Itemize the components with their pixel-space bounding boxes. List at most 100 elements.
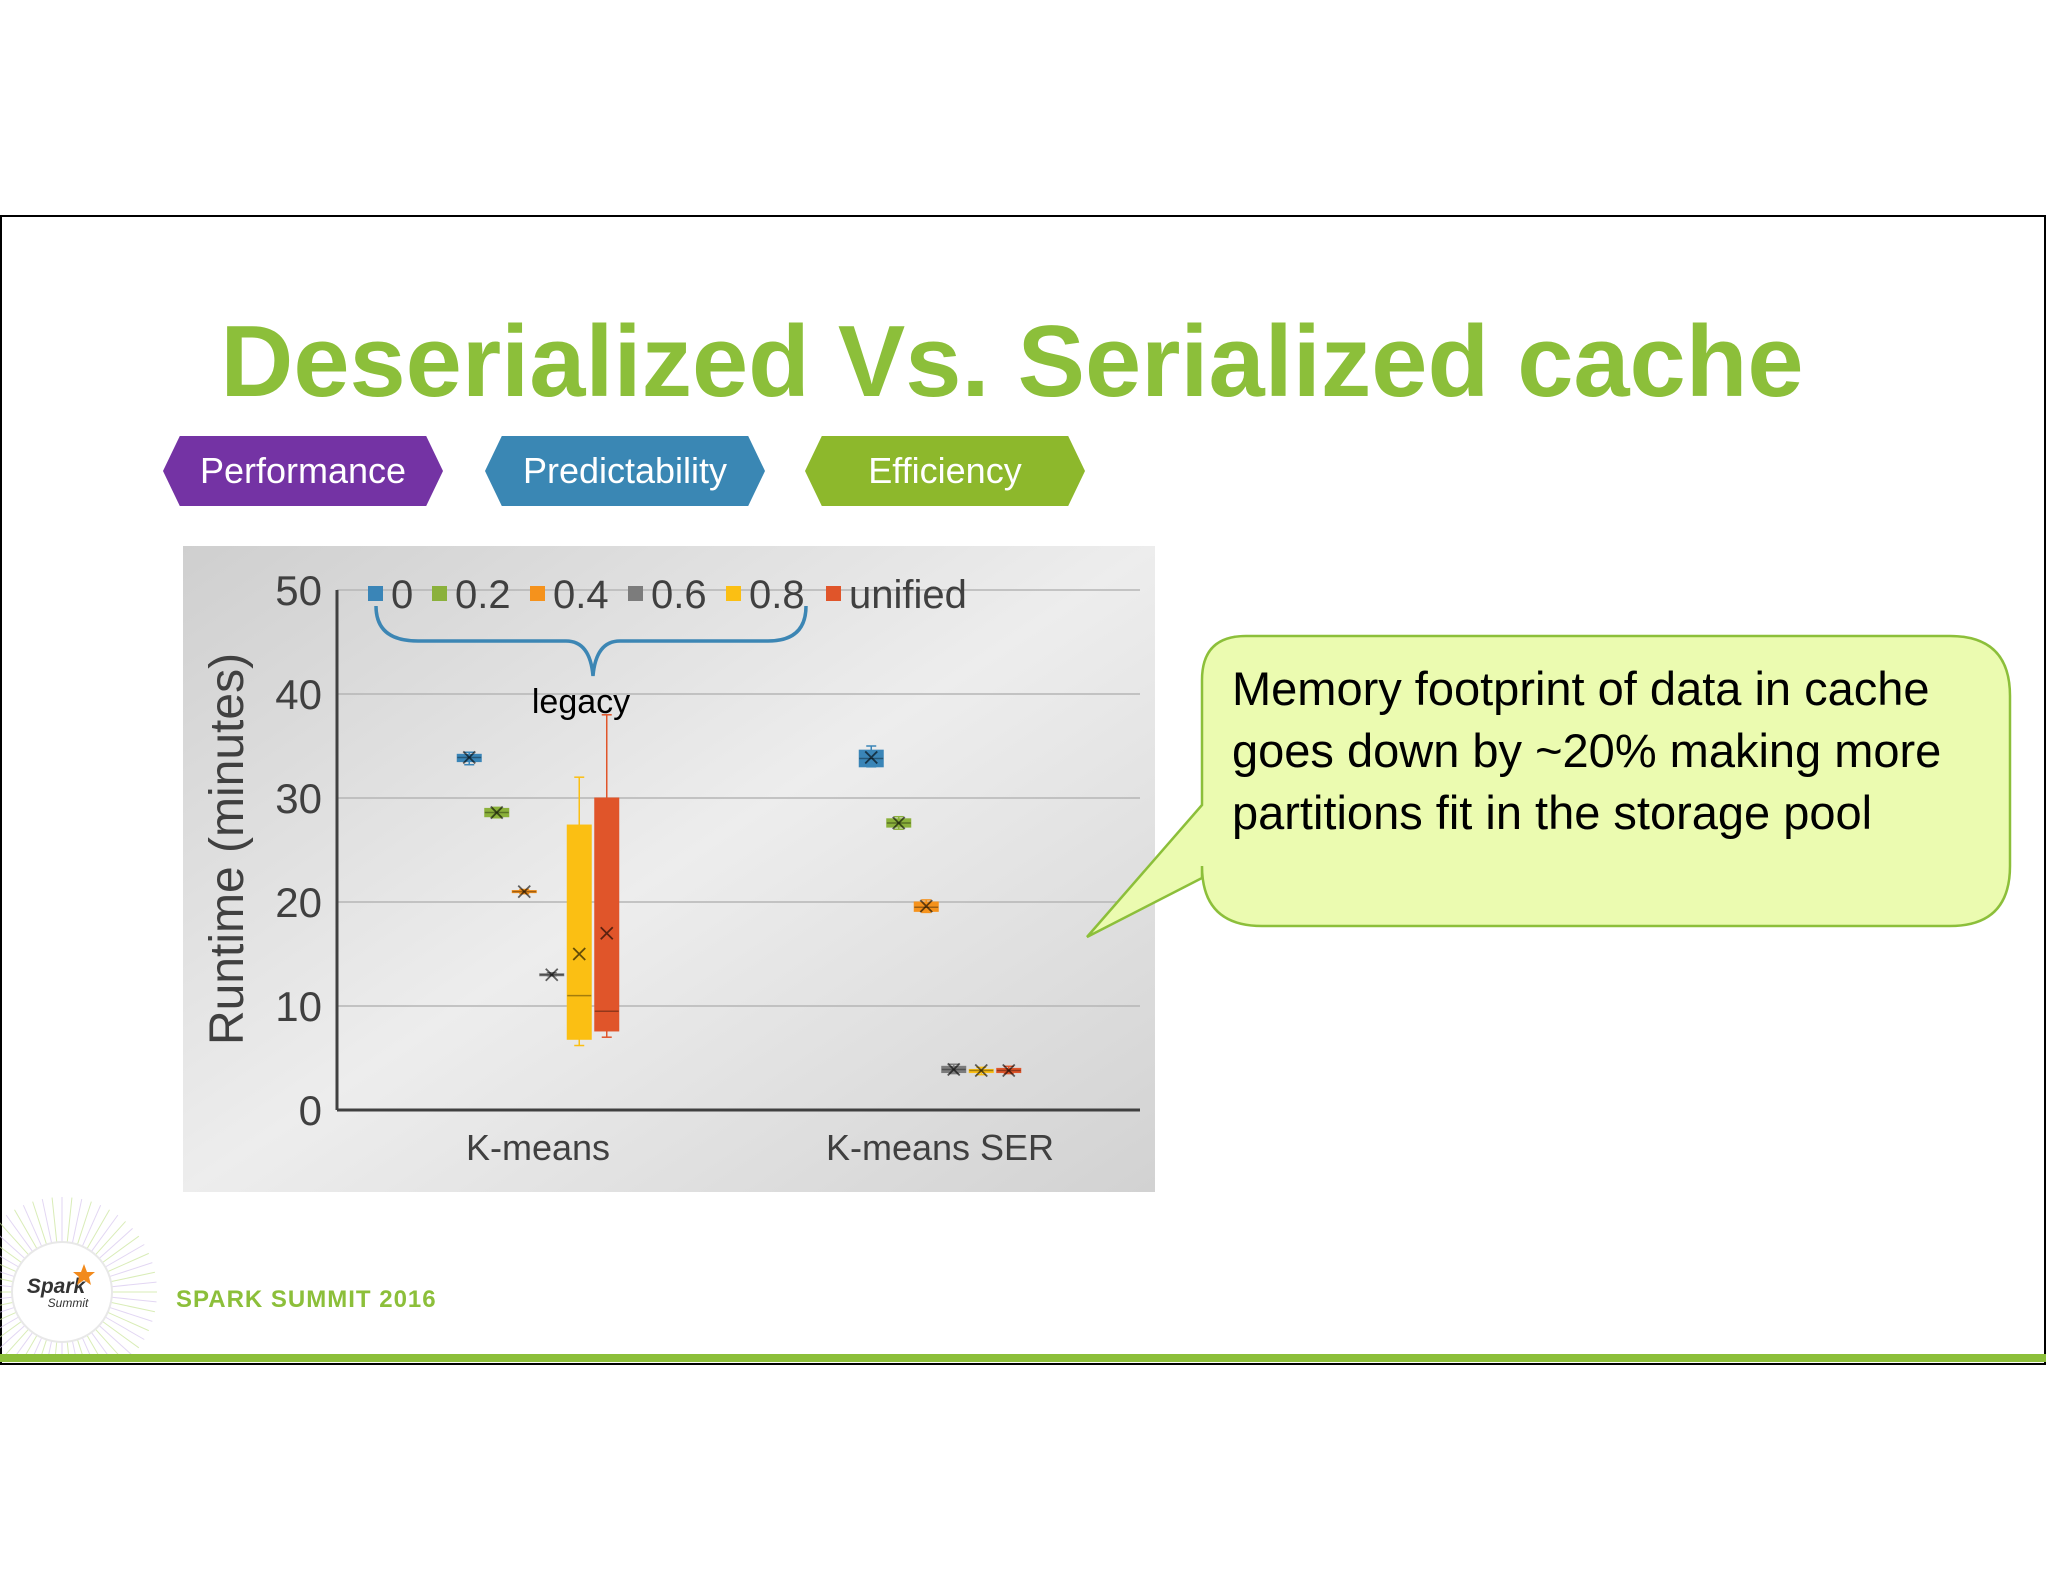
mean-marker [919,899,933,913]
box-unified-0 [594,714,620,1038]
logo-ray [0,1263,17,1273]
box-iqr [594,797,620,1032]
y-tick-label: 0 [299,1087,322,1134]
logo-ray [76,1201,92,1245]
logo-ray [47,1340,53,1360]
logo-text-summit: Summit [48,1296,89,1310]
logo-ray [107,1311,149,1332]
mean-marker [490,805,504,820]
logo-ray [0,1316,19,1329]
chart-background [183,546,1155,1192]
logo-ray [90,1332,113,1360]
logo-ray [107,1252,149,1273]
logo-ray [0,1311,17,1321]
logo-ray [41,1198,53,1244]
legacy-brace [374,605,808,677]
legend-label: 0 [391,573,413,617]
footer-bar [0,1354,2046,1362]
box-unified-1 [996,1063,1022,1078]
mean-marker [462,750,476,765]
slide-title: Deserialized Vs. Serialized cache [220,306,1804,418]
tag-label: Predictability [522,450,728,491]
logo-ray [110,1271,156,1283]
box-0.4-0 [511,884,537,899]
logo-circle [11,1241,113,1343]
logo-ray [105,1244,145,1268]
callout-shape [1086,634,2012,939]
callout-text: Memory footprint of data in cache goes d… [1232,662,1942,839]
logo-ray [0,1306,15,1313]
mean-marker [947,1062,961,1077]
logo-ray [98,1325,133,1356]
logo-ray [66,1197,73,1243]
legend-swatch [628,586,643,601]
logo-ray [111,1281,157,1288]
logo-ray [95,1221,126,1256]
logo-ray [22,1205,43,1247]
box-0.6-1 [941,1062,967,1077]
logo-ray [86,1209,110,1249]
logo-ray [39,1339,48,1360]
logo-ray [111,1296,157,1303]
logo-ray [98,1228,133,1259]
y-tick-label: 20 [275,879,322,926]
legend-swatch [530,586,545,601]
box-0.4-1 [913,899,939,914]
logo-ray [54,1341,58,1360]
y-tick-label: 10 [275,983,322,1030]
mean-marker [974,1063,988,1078]
box-iqr [566,824,592,1040]
mean-marker [517,884,531,899]
x-category-label: K-means [466,1127,610,1168]
logo-ray [0,1284,13,1288]
legend-label: 0.4 [553,573,609,617]
logo-ray [0,1301,14,1306]
legend-label: 0.8 [749,573,805,617]
logo-ray [109,1306,153,1322]
mean-marker [545,968,559,982]
logo-ray [14,1209,38,1249]
logo-text-spark: Spark [27,1275,87,1298]
x-category-label: K-means SER [826,1127,1054,1168]
logo-ray [109,1262,153,1278]
tag-label: Performance [199,450,407,491]
logo-ray [81,1205,102,1247]
logo-ray [0,1255,19,1268]
logo-ray [0,1246,22,1264]
logo-ray [102,1235,140,1264]
mean-marker [600,926,614,940]
logo-ray [51,1197,58,1243]
footer-label: SPARK SUMMIT 2016 [176,1286,437,1313]
spark-summit-logo: Spark Summit [0,1197,157,1360]
logo-ray [76,1339,85,1360]
legend-swatch [826,586,841,601]
logo-ray [90,1214,119,1252]
box-0-1 [858,745,884,768]
logo-ray [71,1340,77,1360]
box-0.8-0 [566,776,592,1047]
logo-ray [0,1325,26,1349]
y-tick-label: 30 [275,775,322,822]
tag-performance: Performance [163,436,443,506]
mean-marker [572,947,586,961]
logo-ray [11,1332,34,1360]
legend-label: 0.6 [651,573,707,617]
logo-ray [102,1320,140,1349]
logo-ray [71,1198,83,1244]
y-axis-label: Runtime (minutes) [201,653,254,1045]
logo-ray [5,1214,34,1252]
mean-marker [1002,1063,1016,1078]
logo-ray [66,1341,70,1360]
logo-ray [0,1296,13,1300]
mean-marker [864,750,878,765]
mean-marker [892,816,906,830]
legend-swatch [432,586,447,601]
star-icon [73,1264,95,1285]
legend-label: 0.2 [455,573,511,617]
logo-ray [105,1316,145,1340]
legend-swatch [368,586,383,601]
box-0.2-0 [484,805,510,820]
tag-predictability: Predictability [485,436,765,506]
